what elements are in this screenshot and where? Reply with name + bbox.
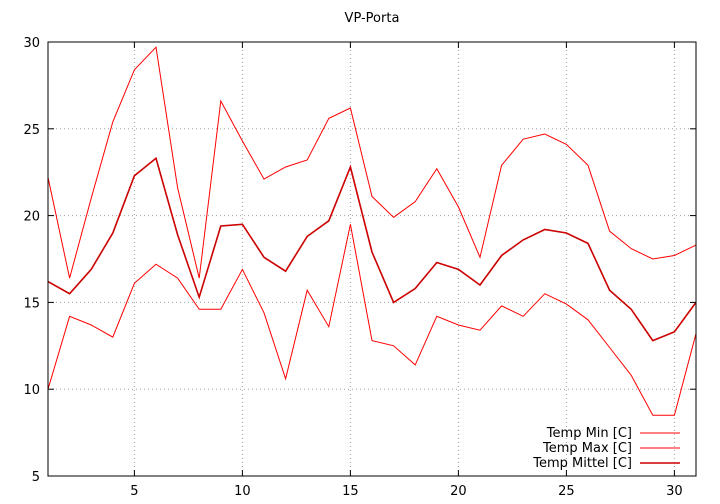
legend-label: Temp Min [C] — [546, 426, 632, 441]
x-tick-label: 30 — [666, 484, 683, 499]
series-line-1 — [47, 224, 697, 416]
y-tick-label: 15 — [23, 296, 40, 311]
axis-ticks: 5 10 15 20 25 30 5 10 15 20 25 30 — [23, 36, 696, 499]
grid — [48, 41, 696, 477]
legend: Temp Min [C]Temp Max [C]Temp Mittel [C] — [532, 426, 680, 471]
y-tick-label: 5 — [32, 470, 40, 485]
x-tick-label: 15 — [342, 484, 359, 499]
chart-title: VP-Porta — [345, 11, 400, 26]
series-line-2 — [47, 46, 697, 279]
series-group — [47, 46, 697, 416]
legend-label: Temp Max [C] — [542, 441, 632, 456]
plot-frame — [47, 41, 697, 477]
x-tick-label: 10 — [234, 484, 251, 499]
x-tick-label: 5 — [130, 484, 138, 499]
y-tick-label: 10 — [23, 383, 40, 398]
series-line-3 — [47, 156, 697, 342]
legend-label: Temp Mittel [C] — [532, 456, 632, 471]
y-tick-label: 20 — [23, 210, 40, 225]
x-tick-label: 20 — [450, 484, 467, 499]
y-tick-label: 30 — [23, 36, 40, 51]
x-tick-label: 25 — [558, 484, 575, 499]
y-tick-label: 25 — [23, 123, 40, 138]
